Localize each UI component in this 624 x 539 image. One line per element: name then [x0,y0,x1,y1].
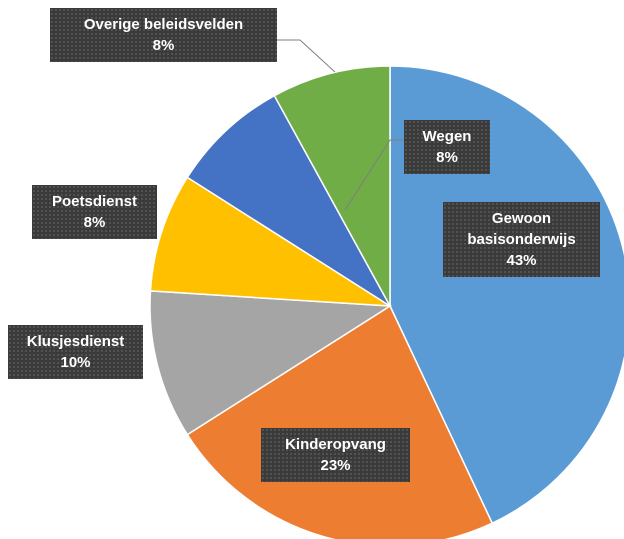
value-label: 8% [83,214,106,231]
pie-slice [149,290,393,436]
data-label: Klusjesdienst 10% [8,325,143,379]
data-label: Overige beleidsvelden 8% [50,8,277,62]
data-label: Gewoon basisonderwijs 43% [443,202,600,277]
value-label: 43% [506,252,537,269]
value-label: 8% [152,37,175,54]
pie-slice [273,65,391,307]
category-label: Overige beleidsvelden [83,16,244,33]
category-label: Klusjesdienst [26,333,125,350]
data-label: Wegen 8% [404,120,490,174]
pie-slice [149,176,391,307]
category-label: Kinderopvang [285,436,386,453]
category-label: Gewoon basisonderwijs [467,210,576,248]
category-label: Wegen [422,128,472,145]
data-label: Poetsdienst 8% [32,185,157,239]
value-label: 8% [436,149,458,166]
leader-line [344,139,404,211]
leader-line [277,39,336,73]
pie-slice [389,65,624,525]
data-label: Kinderopvang 23% [261,428,410,482]
category-label: Poetsdienst [51,193,138,210]
value-label: 23% [320,457,351,474]
value-label: 10% [60,354,91,371]
pie-slice [186,94,391,307]
